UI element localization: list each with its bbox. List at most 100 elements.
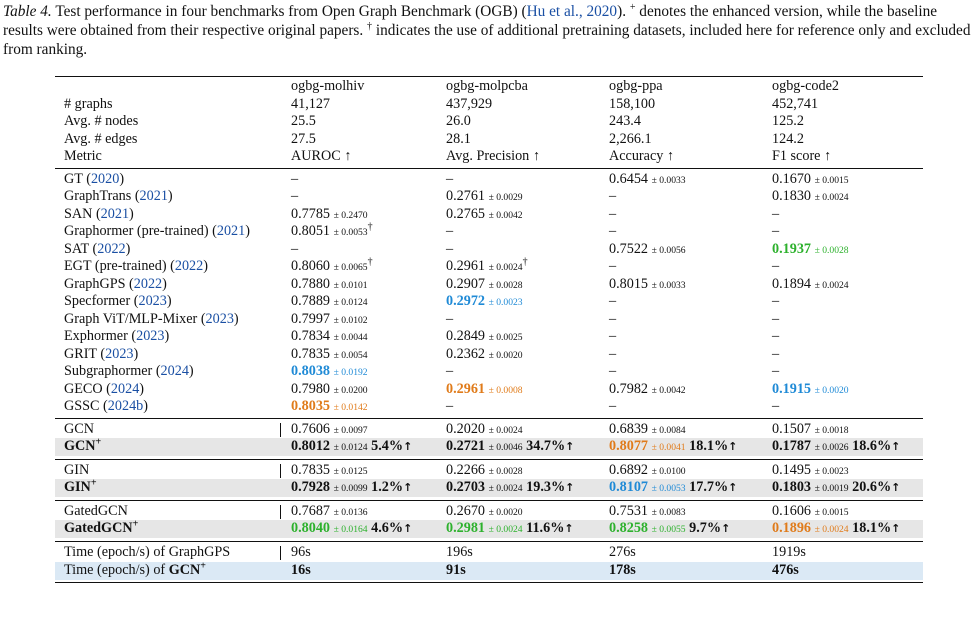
model-name: GECO (2024)	[64, 380, 145, 397]
result-cell: 0.6454 ± 0.0033	[609, 171, 686, 190]
result-cell: 0.8038 ± 0.0192	[291, 363, 368, 382]
baseline-row: GT (2020) – – 0.6454 ± 0.0033 0.1670 ± 0.001…	[55, 171, 923, 189]
cell-std: ± 0.0136	[333, 506, 368, 518]
result-cell: –	[446, 363, 453, 381]
result-cell: 0.6839 ± 0.0084	[609, 421, 686, 440]
model-label: Subgraphormer	[64, 363, 153, 379]
plus-symbol: +	[629, 1, 636, 13]
result-cell: –	[772, 328, 779, 346]
cell-value: 0.1894	[772, 275, 812, 292]
mpnn-enhanced-row: GIN+ 0.7928 ± 0.0099 1.2%↑ 0.2703 ± 0.0024…	[55, 478, 923, 497]
model-name: EGT (pre-trained) (2022)	[64, 258, 208, 274]
model-year-citation[interactable]: 2022	[133, 275, 163, 292]
cell-std: ± 0.0028	[814, 244, 849, 256]
model-year-citation[interactable]: 2024b	[107, 398, 144, 414]
gain-value: 5.4%	[371, 438, 404, 454]
stat-value: 27.5	[291, 130, 316, 147]
model-year-citation[interactable]: 2023	[205, 310, 234, 327]
cell-value: 0.7531	[609, 502, 649, 519]
cell-value: –	[772, 345, 780, 362]
model-year-citation[interactable]: 2021	[216, 223, 246, 239]
column-divider	[280, 463, 281, 478]
model-year-citation[interactable]: 2022	[97, 240, 126, 257]
cell-std: ± 0.0020	[488, 349, 523, 361]
cell-value: 0.2972	[446, 293, 486, 309]
stat-value: 125.2	[772, 113, 804, 129]
cell-std: ± 0.0024	[814, 192, 849, 203]
cell-std: ± 0.0041	[651, 442, 686, 453]
cell-value: 0.2961	[446, 258, 486, 274]
cell-std: ± 0.2470	[333, 209, 368, 221]
model-label: GIN	[64, 461, 90, 478]
model-year-citation[interactable]: 2023	[105, 345, 134, 362]
up-arrow-icon: ↑	[891, 481, 901, 494]
cell-value: 0.8012	[291, 438, 331, 454]
up-arrow-icon: ↑	[891, 522, 901, 535]
result-cell: –	[446, 171, 453, 189]
gain-value: 17.7%	[689, 479, 729, 495]
cell-value: –	[609, 293, 617, 309]
result-cell: –	[609, 311, 616, 329]
cell-value: –	[772, 363, 780, 379]
column-divider	[280, 545, 281, 560]
stat-value: 452,741	[772, 95, 819, 112]
cell-std: ± 0.0164	[333, 524, 368, 535]
cell-value: –	[609, 258, 617, 274]
result-cell: 0.1896 ± 0.0024 18.1%↑	[772, 520, 900, 539]
cell-std: ± 0.0046	[488, 442, 523, 453]
cell-std: ± 0.0018	[814, 424, 849, 436]
result-cell: 0.2907 ± 0.0028	[446, 276, 523, 295]
result-cell: –	[609, 363, 616, 381]
cell-value: 0.2761	[446, 188, 486, 204]
stat-row: Metric AUROC ↑ Avg. Precision ↑ Accuracy ↑ F…	[55, 148, 923, 166]
mpnn-enhanced-row: GatedGCN+ 0.8040 ± 0.0164 4.6%↑ 0.2981 ± 0…	[55, 519, 923, 539]
model-name: SAT (2022)	[64, 240, 131, 257]
model-year-citation[interactable]: 2023	[136, 328, 165, 344]
timing-value: 196s	[446, 543, 473, 560]
cell-std: ± 0.0097	[333, 424, 368, 436]
model-name: Subgraphormer (2024)	[64, 363, 194, 379]
timing-label: Time (epoch/s) of GraphGPS	[64, 543, 231, 560]
cell-value: –	[772, 223, 780, 239]
cell-std: ± 0.0042	[488, 209, 523, 221]
gain-value: 9.7%	[689, 520, 722, 536]
timing-value: 91s	[446, 562, 466, 578]
model-year-citation[interactable]: 2021	[100, 205, 130, 222]
model-year-citation[interactable]: 2022	[174, 258, 204, 274]
model-label: Specformer	[64, 293, 131, 309]
stat-value: 2,266.1	[609, 130, 652, 147]
cell-value: 0.7997	[291, 310, 331, 327]
caption-citation[interactable]: Hu et al., 2020	[526, 3, 618, 20]
stat-value: 41,127	[291, 95, 331, 112]
cell-value: 0.2721	[446, 438, 486, 454]
model-year-citation[interactable]: 2021	[139, 188, 168, 204]
result-cell: –	[291, 241, 298, 259]
result-cell: 0.1787 ± 0.0026 18.6%↑	[772, 438, 900, 457]
stat-label: # graphs	[64, 95, 113, 112]
result-cell: –	[772, 363, 779, 381]
result-cell: –	[446, 398, 453, 416]
cell-std: ± 0.0102	[333, 314, 368, 326]
model-label: GRIT	[64, 345, 97, 362]
cell-value: 0.2907	[446, 275, 486, 292]
model-year-citation[interactable]: 2024	[160, 363, 189, 379]
column-divider	[280, 422, 281, 437]
cell-std: ± 0.0024	[488, 483, 523, 494]
model-label: EGT (pre-trained)	[64, 258, 167, 274]
model-year-citation[interactable]: 2023	[138, 293, 167, 309]
result-cell: 0.1670 ± 0.0015	[772, 171, 849, 190]
cell-value: 0.7889	[291, 293, 331, 309]
model-year-citation[interactable]: 2024	[110, 380, 140, 397]
cell-std: ± 0.0020	[488, 506, 523, 518]
stat-row: Avg. # nodes 25.5 26.0 243.4 125.2	[55, 113, 923, 131]
cell-value: 0.8051	[291, 223, 331, 239]
result-cell: –	[609, 398, 616, 416]
cell-value: –	[446, 240, 454, 257]
cell-std: ± 0.0054	[333, 349, 368, 361]
result-cell: 0.1495 ± 0.0023	[772, 462, 849, 481]
cell-value: –	[609, 363, 617, 379]
baseline-row: GECO (2024) 0.7980 ± 0.0200 0.2961 ± 0.000…	[55, 381, 923, 399]
cell-std: ± 0.0024	[814, 279, 849, 291]
model-year-citation[interactable]: 2020	[90, 170, 120, 187]
result-cell: 0.8040 ± 0.0164 4.6%↑	[291, 520, 412, 539]
